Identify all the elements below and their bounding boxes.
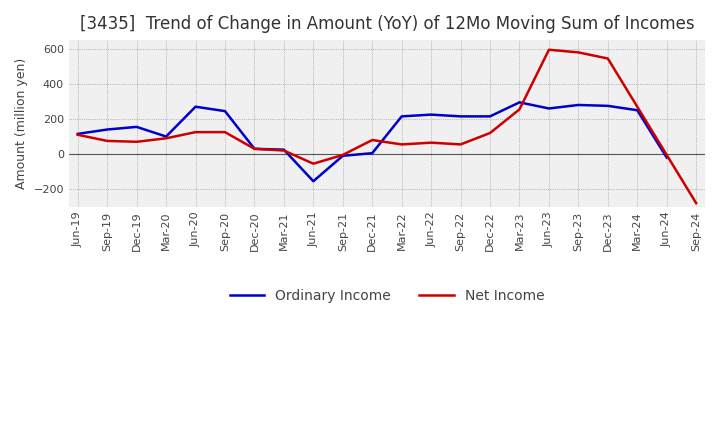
- Net Income: [574, 50, 582, 55]
- Net Income: [103, 138, 112, 143]
- Ordinary Income: [132, 124, 141, 129]
- Ordinary Income: [279, 147, 288, 152]
- Net Income: [692, 201, 701, 206]
- Ordinary Income: [338, 153, 347, 158]
- Net Income: [279, 148, 288, 153]
- Net Income: [544, 47, 553, 52]
- Legend: Ordinary Income, Net Income: Ordinary Income, Net Income: [224, 283, 550, 308]
- Line: Ordinary Income: Ordinary Income: [78, 103, 667, 181]
- Ordinary Income: [633, 108, 642, 113]
- Title: [3435]  Trend of Change in Amount (YoY) of 12Mo Moving Sum of Incomes: [3435] Trend of Change in Amount (YoY) o…: [80, 15, 694, 33]
- Net Income: [220, 129, 229, 135]
- Line: Net Income: Net Income: [78, 50, 696, 203]
- Net Income: [486, 130, 495, 136]
- Net Income: [456, 142, 465, 147]
- Ordinary Income: [486, 114, 495, 119]
- Ordinary Income: [250, 146, 258, 151]
- Net Income: [73, 132, 82, 137]
- Ordinary Income: [515, 100, 523, 105]
- Ordinary Income: [73, 131, 82, 136]
- Ordinary Income: [603, 103, 612, 109]
- Ordinary Income: [456, 114, 465, 119]
- Ordinary Income: [427, 112, 436, 117]
- Ordinary Income: [309, 179, 318, 184]
- Ordinary Income: [103, 127, 112, 132]
- Ordinary Income: [192, 104, 200, 110]
- Net Income: [427, 140, 436, 145]
- Net Income: [162, 136, 171, 141]
- Net Income: [368, 137, 377, 143]
- Ordinary Income: [574, 103, 582, 108]
- Net Income: [309, 161, 318, 166]
- Net Income: [192, 129, 200, 135]
- Y-axis label: Amount (million yen): Amount (million yen): [15, 58, 28, 189]
- Net Income: [397, 142, 406, 147]
- Ordinary Income: [397, 114, 406, 119]
- Net Income: [250, 146, 258, 151]
- Net Income: [603, 56, 612, 61]
- Ordinary Income: [220, 109, 229, 114]
- Ordinary Income: [368, 150, 377, 156]
- Ordinary Income: [662, 155, 671, 160]
- Ordinary Income: [162, 134, 171, 139]
- Net Income: [515, 107, 523, 112]
- Ordinary Income: [544, 106, 553, 111]
- Net Income: [132, 139, 141, 144]
- Net Income: [338, 152, 347, 158]
